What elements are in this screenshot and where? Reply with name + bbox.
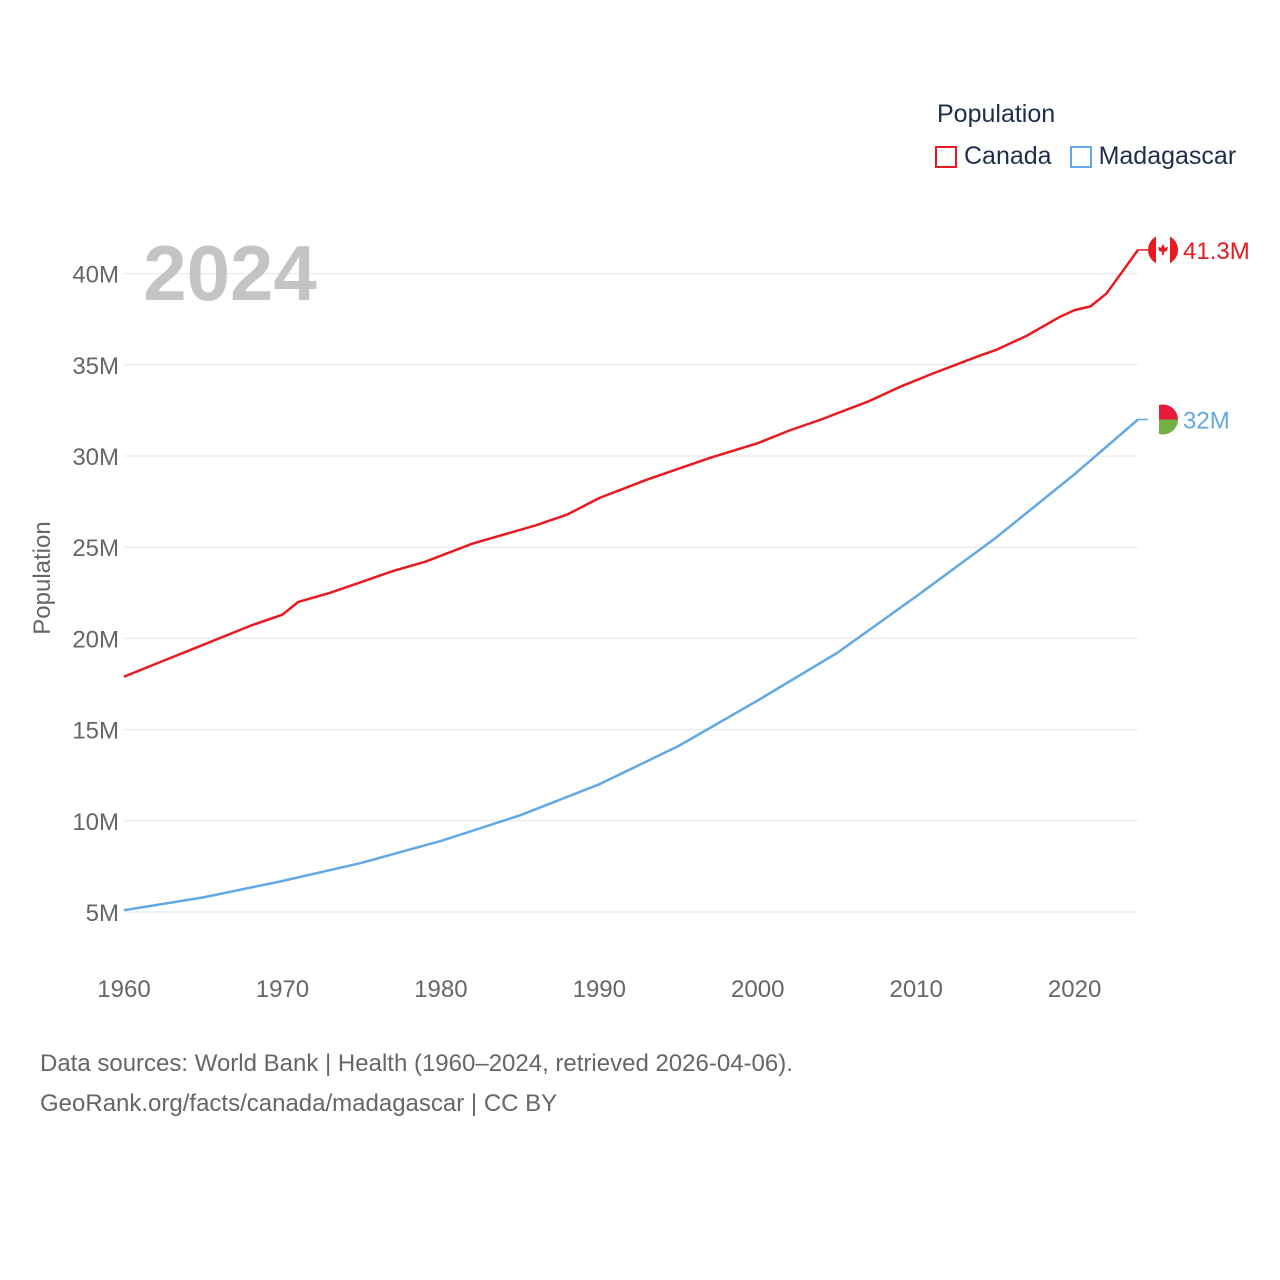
y-axis-ticks: 5M 10M 15M 20M 25M 30M 35M 40M xyxy=(72,262,119,927)
endpoint-value-madagascar: 32M xyxy=(1183,408,1230,435)
legend-swatch-madagascar xyxy=(1069,145,1092,168)
legend-title: Population xyxy=(937,100,1056,128)
x-tick-label: 2020 xyxy=(1048,976,1101,1003)
y-tick-label: 5M xyxy=(86,900,119,927)
canada-flag-icon xyxy=(1148,234,1178,265)
footer: Data sources: World Bank | Health (1960–… xyxy=(40,1044,793,1124)
legend-label-canada: Canada xyxy=(964,142,1052,170)
source-url-text: GeoRank.org/facts/canada/madagascar | CC… xyxy=(40,1090,558,1117)
y-axis-label: Population xyxy=(29,521,56,634)
series-line-canada xyxy=(123,249,1140,678)
legend-swatch-canada xyxy=(935,145,957,168)
x-tick-label: 1990 xyxy=(573,976,626,1003)
series-lines xyxy=(123,249,1140,912)
legend-item-canada[interactable]: Canada xyxy=(935,142,1052,171)
x-tick-label: 1960 xyxy=(97,976,150,1003)
y-tick-label: 35M xyxy=(72,353,119,380)
x-tick-label: 2000 xyxy=(731,976,784,1003)
x-axis-ticks: 1960 1970 1980 1990 2000 2010 2020 xyxy=(97,976,1101,1003)
series-endpoints: 41.3M 32M xyxy=(1138,234,1250,435)
data-sources-text: Data sources: World Bank | Health (1960–… xyxy=(40,1050,793,1077)
current-year-label: 2024 xyxy=(143,229,317,317)
legend: Canada Madagascar xyxy=(935,142,1254,171)
y-tick-label: 40M xyxy=(72,262,119,289)
y-tick-label: 25M xyxy=(72,535,119,562)
y-tick-label: 20M xyxy=(72,626,119,653)
series-line-madagascar xyxy=(123,418,1139,912)
y-tick-label: 10M xyxy=(72,809,119,836)
grid-lines xyxy=(124,273,1138,913)
x-tick-label: 2010 xyxy=(889,976,942,1003)
y-tick-label: 30M xyxy=(72,444,119,471)
legend-label-madagascar: Madagascar xyxy=(1098,142,1237,170)
y-tick-label: 15M xyxy=(72,718,119,745)
x-tick-label: 1970 xyxy=(256,976,309,1003)
endpoint-value-canada: 41.3M xyxy=(1183,238,1250,265)
x-tick-label: 1980 xyxy=(414,976,467,1003)
madagascar-flag-icon xyxy=(1148,404,1178,435)
legend-item-madagascar[interactable]: Madagascar xyxy=(1069,142,1237,171)
